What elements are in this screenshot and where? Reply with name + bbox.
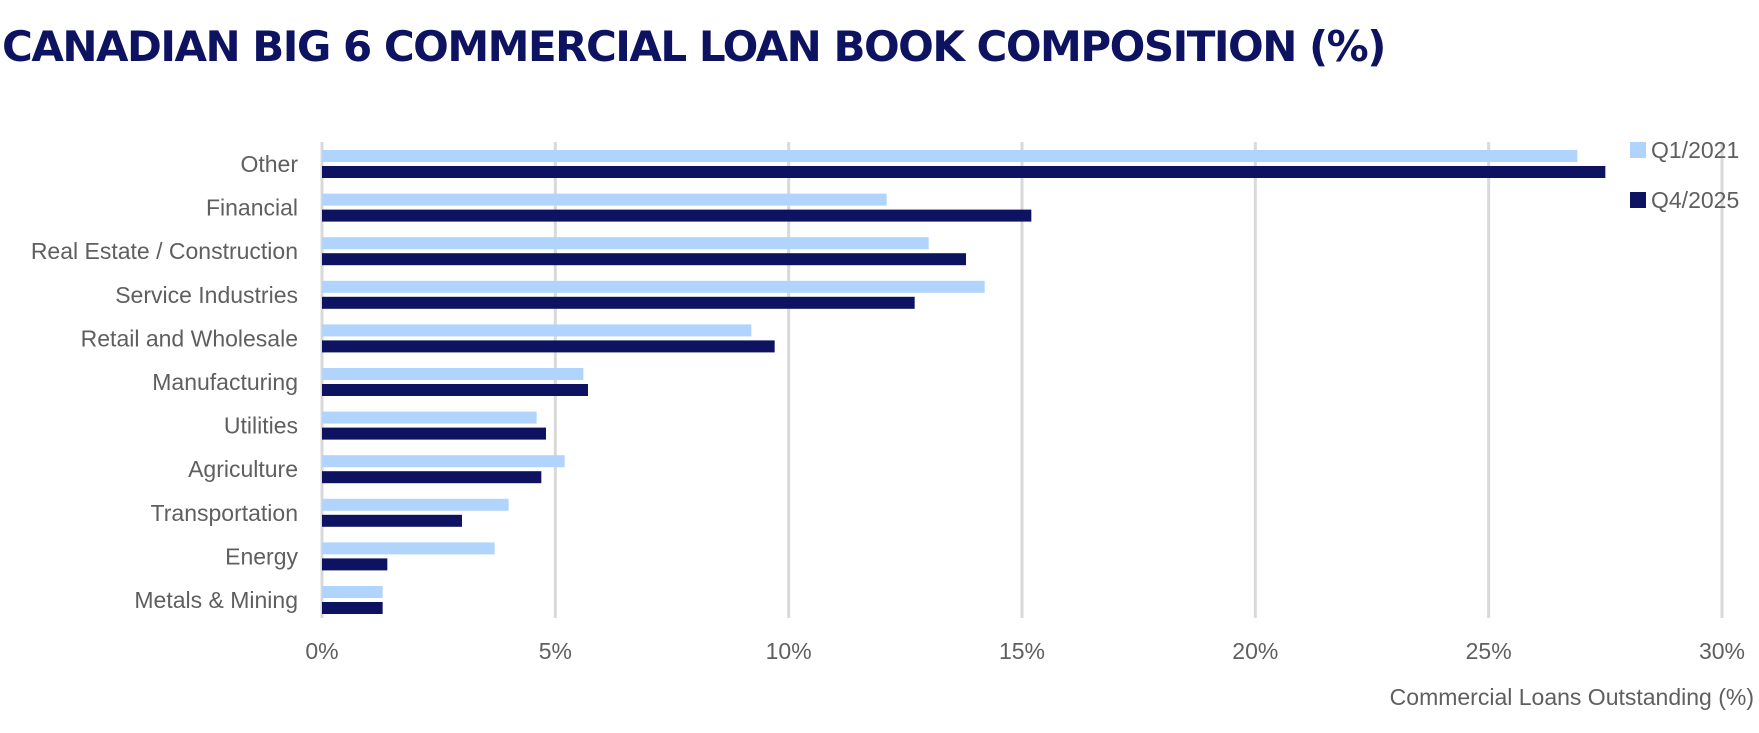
- x-axis-title: Commercial Loans Outstanding (%): [1390, 684, 1754, 710]
- x-tick-labels: 0% 5% 10% 15% 20% 25% 30%: [305, 638, 1745, 664]
- category-label-energy: Energy: [225, 543, 298, 569]
- x-tick-label-6: 30%: [1699, 638, 1745, 664]
- bar-q1-2021-transportation: [322, 498, 509, 511]
- bar-q4-2025-transportation: [322, 514, 462, 527]
- category-label-real-estate-construction: Real Estate / Construction: [31, 238, 298, 264]
- bar-q1-2021-metals-mining: [322, 586, 383, 598]
- category-label-agriculture: Agriculture: [188, 456, 298, 482]
- bar-q1-2021-real-estate-construction: [322, 237, 929, 250]
- bar-q4-2025-other: [322, 166, 1606, 178]
- legend-swatch-q1-2021: [1630, 142, 1646, 158]
- x-tick-label-1: 5%: [539, 638, 572, 664]
- bar-q1-2021-manufacturing: [322, 368, 584, 380]
- x-tick-label-3: 15%: [999, 638, 1045, 664]
- bar-q1-2021-energy: [322, 542, 495, 555]
- category-label-service-industries: Service Industries: [115, 282, 298, 308]
- bar-q4-2025-agriculture: [322, 471, 542, 484]
- bar-q4-2025-metals-mining: [322, 602, 383, 614]
- bar-q4-2025-real-estate-construction: [322, 253, 966, 266]
- category-label-transportation: Transportation: [151, 500, 298, 526]
- legend-label-q1-2021: Q1/2021: [1651, 137, 1739, 163]
- bar-q4-2025-utilities: [322, 427, 546, 440]
- legend: Q1/2021 Q4/2025: [1630, 137, 1739, 213]
- category-label-other: Other: [240, 151, 298, 177]
- x-tick-label-0: 0%: [305, 638, 338, 664]
- x-tick-label-2: 10%: [766, 638, 812, 664]
- bar-q1-2021-service-industries: [322, 280, 985, 293]
- bars: [322, 150, 1606, 614]
- bar-q4-2025-energy: [322, 558, 388, 571]
- x-tick-label-5: 25%: [1466, 638, 1512, 664]
- category-label-manufacturing: Manufacturing: [152, 369, 298, 395]
- bar-q4-2025-service-industries: [322, 296, 915, 309]
- bar-q1-2021-financial: [322, 193, 887, 206]
- bar-q1-2021-agriculture: [322, 455, 565, 468]
- bar-q1-2021-utilities: [322, 411, 537, 424]
- category-labels: Other Financial Real Estate / Construction…: [31, 151, 299, 613]
- x-tick-label-4: 20%: [1232, 638, 1278, 664]
- category-label-retail-and-wholesale: Retail and Wholesale: [81, 325, 298, 351]
- category-label-metals-mining: Metals & Mining: [134, 587, 298, 613]
- legend-label-q4-2025: Q4/2025: [1651, 187, 1739, 213]
- chart-title: CANADIAN BIG 6 COMMERCIAL LOAN BOOK COMP…: [2, 22, 1386, 71]
- bar-q4-2025-financial: [322, 209, 1032, 222]
- category-label-utilities: Utilities: [224, 413, 298, 439]
- legend-swatch-q4-2025: [1630, 192, 1646, 208]
- bar-q1-2021-other: [322, 150, 1578, 162]
- bar-q4-2025-manufacturing: [322, 384, 588, 396]
- category-label-financial: Financial: [206, 195, 298, 221]
- bar-q4-2025-retail-and-wholesale: [322, 340, 775, 353]
- bar-q1-2021-retail-and-wholesale: [322, 324, 752, 337]
